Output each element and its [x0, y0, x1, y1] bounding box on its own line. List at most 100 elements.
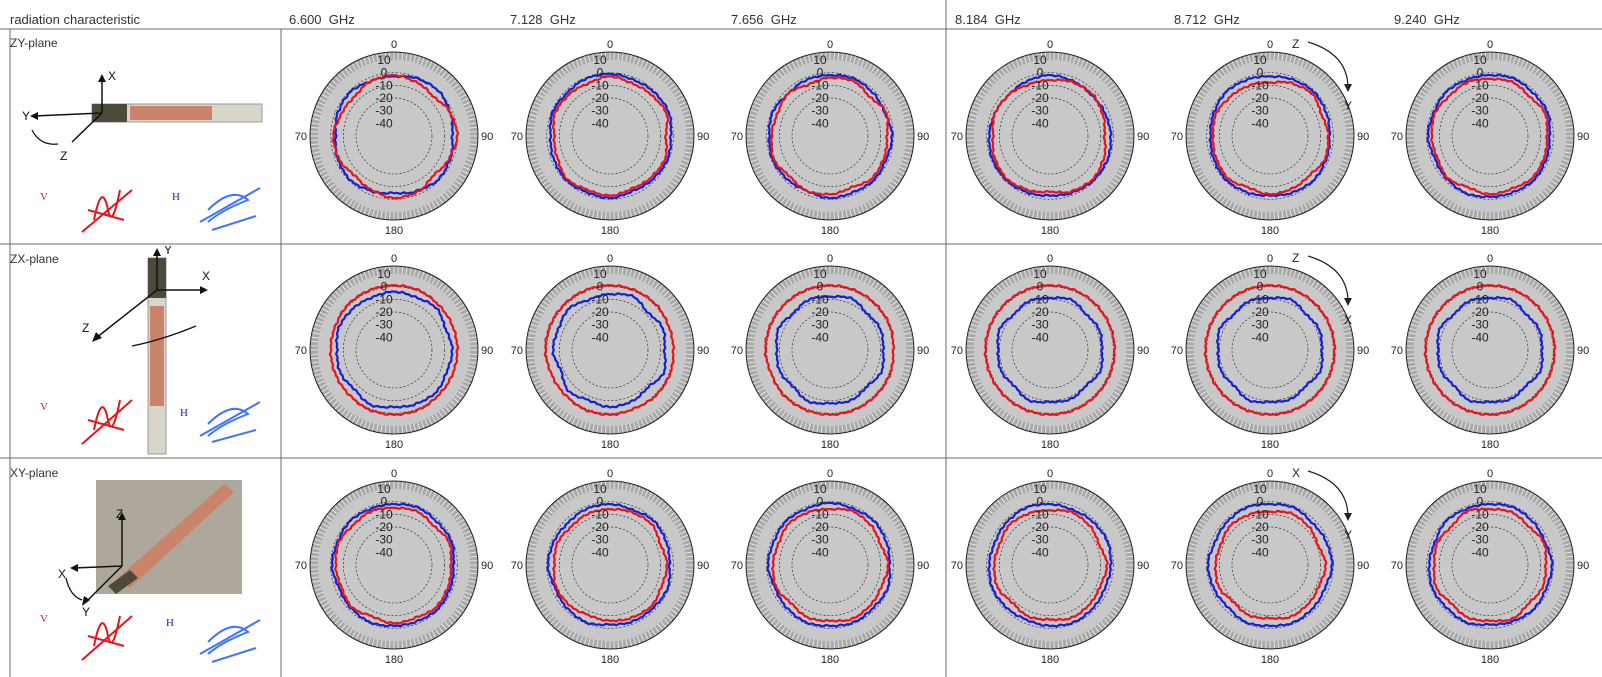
polar-spoke: [764, 296, 772, 303]
polar-spoke: [539, 89, 547, 95]
polar-spoke: [1247, 638, 1251, 647]
polar-spoke: [463, 530, 471, 535]
polar-spoke: [1193, 530, 1201, 535]
polar-plot: 100-10-20-30-40090180270: [1390, 253, 1589, 451]
polar-spoke: [331, 400, 338, 407]
polar-spoke: [1080, 205, 1085, 213]
polar-background: [974, 489, 1126, 641]
polar-spoke: [746, 122, 755, 125]
polar-spoke: [966, 126, 975, 129]
polar-spoke: [1345, 122, 1354, 125]
polar-spoke: [977, 387, 985, 393]
polar-spoke: [1326, 79, 1333, 86]
polar-gridline: [558, 513, 662, 617]
polar-spoke: [323, 89, 331, 95]
polar-spoke: [657, 623, 664, 631]
polar-spoke: [1115, 387, 1123, 393]
polar-spoke: [905, 572, 914, 575]
polar-spoke: [1472, 210, 1475, 219]
polar-spoke: [1463, 55, 1467, 64]
polar-spoke: [1061, 266, 1064, 275]
polar-spoke: [1235, 59, 1240, 67]
polar-gridline: [330, 501, 458, 629]
polar-spoke: [311, 332, 320, 335]
radial-tick-label: -40: [1251, 545, 1269, 559]
polar-spoke: [550, 403, 557, 410]
polar-background: [754, 274, 906, 426]
polar-spoke: [331, 615, 338, 622]
polar-spoke: [880, 287, 887, 294]
polar-spoke: [528, 155, 537, 159]
polar-spoke: [1277, 52, 1280, 61]
polar-spoke: [1562, 373, 1571, 377]
polar-spoke: [1120, 319, 1129, 324]
polar-spoke: [1103, 76, 1110, 83]
polar-spoke: [1531, 628, 1537, 636]
polar-spoke: [666, 508, 673, 515]
polar-spoke: [685, 555, 694, 558]
polar-spoke: [1065, 639, 1068, 648]
polar-spoke: [746, 576, 755, 579]
polar-spoke: [1407, 365, 1416, 368]
polar-spoke: [1427, 293, 1434, 300]
polar-gridline: [1451, 97, 1529, 175]
polar-spoke: [469, 340, 478, 343]
polar-spoke: [1080, 634, 1085, 642]
angle-label: 180: [601, 225, 619, 237]
polar-spoke: [355, 203, 360, 212]
polar-spoke: [1565, 340, 1574, 343]
polar-spoke: [1433, 502, 1440, 509]
polar-spoke: [682, 159, 691, 163]
polar-spoke: [888, 612, 896, 619]
polar-spoke: [459, 307, 467, 313]
polar-spoke: [587, 483, 591, 492]
polar-spoke: [897, 97, 906, 102]
polar-spoke: [1011, 203, 1016, 212]
polar-spoke: [1122, 159, 1131, 163]
polar-spoke: [534, 384, 543, 389]
trace-h: [1215, 295, 1325, 404]
polar-spoke: [654, 496, 660, 504]
polar-spoke: [629, 268, 633, 277]
polar-spoke: [770, 403, 777, 410]
polar-spoke: [1094, 496, 1100, 504]
polar-spoke: [1559, 595, 1567, 600]
polar-spoke: [1220, 197, 1226, 205]
polar-spoke: [1191, 105, 1200, 110]
polar-spoke: [469, 361, 478, 364]
polar-spoke: [1317, 194, 1324, 202]
polar-spoke: [1277, 425, 1280, 434]
polar-spoke: [334, 290, 341, 297]
polar-spoke: [746, 361, 755, 364]
rotation-start-label: Z: [1292, 251, 1299, 265]
polar-spoke: [1497, 266, 1500, 275]
polar-spoke: [1186, 122, 1195, 125]
polar-spoke: [541, 394, 549, 400]
polar-spoke: [816, 266, 819, 275]
polar-spoke: [1557, 170, 1566, 175]
polar-spoke: [533, 530, 541, 535]
polar-gridline: [778, 84, 882, 188]
polar-spoke: [315, 105, 324, 110]
polar-spoke: [1019, 635, 1024, 644]
polar-spoke: [853, 422, 857, 431]
polar-spoke: [315, 162, 324, 167]
polar-spoke: [1560, 591, 1569, 596]
polar-spoke: [973, 530, 981, 535]
polar-spoke: [534, 311, 543, 316]
polar-spoke: [1125, 147, 1134, 150]
polar-spoke: [452, 183, 460, 190]
polar-spoke: [1069, 54, 1073, 63]
polar-spoke: [1557, 526, 1566, 531]
polar-spoke: [753, 595, 761, 600]
polar-spoke: [979, 89, 987, 95]
polar-spoke: [663, 189, 670, 196]
polar-spoke: [351, 415, 357, 423]
polar-spoke: [1247, 209, 1251, 218]
radial-tick-label: 0: [381, 66, 388, 80]
polar-spoke: [371, 209, 375, 218]
polar-spoke: [380, 211, 383, 220]
radial-tick-label: -20: [1471, 91, 1489, 105]
polar-spoke: [526, 336, 535, 339]
polar-spoke: [1513, 484, 1517, 493]
